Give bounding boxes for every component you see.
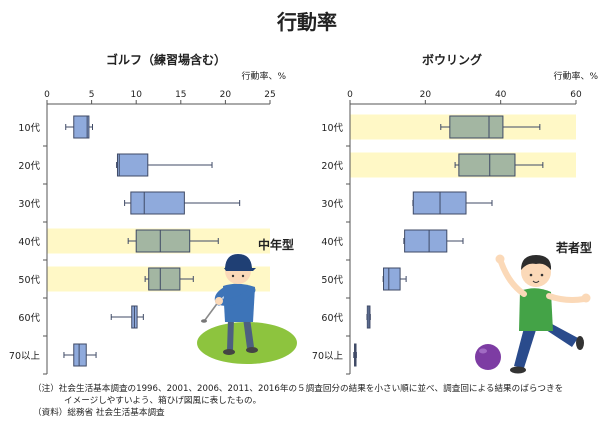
bowling-type-label: 若者型 — [555, 240, 592, 255]
golf-row-label-1: 10代 — [18, 123, 40, 134]
golfer-right-arm — [218, 286, 256, 306]
golf-panel-title: ゴルフ（練習場含む） — [106, 52, 226, 67]
bowler-raised-hand — [495, 254, 505, 264]
bowling-x-tick-label-1: 0 — [347, 90, 353, 100]
bowler-eye-right — [540, 273, 544, 277]
golfer-eye-left — [231, 274, 235, 278]
bowling-unit-label: 行動率、% — [553, 70, 598, 82]
bowling-box-row-1 — [449, 115, 504, 139]
golfer-hands — [215, 297, 223, 305]
bowler-front-shoe — [510, 366, 526, 374]
bowling-row-label-4: 40代 — [321, 237, 343, 248]
golf-row-label-3: 30代 — [18, 199, 40, 210]
bowling-ball — [475, 344, 501, 370]
bowler-extended-arm — [546, 293, 587, 303]
golfer-left-leg — [227, 318, 234, 350]
bowler-head — [521, 257, 551, 287]
golf-x-tick-label-1: 0 — [44, 90, 50, 100]
golf-x-tick-label-4: 15 — [175, 90, 186, 100]
bowling-row-label-5: 50代 — [321, 275, 343, 286]
golf-box-row-7 — [73, 343, 87, 367]
bowler-illustration — [495, 254, 591, 374]
bowling-row-label-1: 10代 — [321, 123, 343, 134]
golf-box-row-4 — [135, 229, 191, 253]
bowling-row-label-3: 30代 — [321, 199, 343, 210]
golf-row-label-2: 20代 — [18, 161, 40, 172]
bowler-mouth — [532, 280, 540, 283]
bowling-x-tick-label-2: 20 — [420, 90, 432, 100]
golf-box-row-3 — [130, 191, 185, 215]
bowling-ball-highlight — [479, 348, 487, 354]
source-line: （資料）総務省 社会生活基本調査 — [33, 406, 165, 418]
golf-row-label-5: 50代 — [18, 275, 40, 286]
golf-box-row-5 — [148, 267, 181, 291]
golf-x-tick-label-2: 5 — [89, 90, 95, 100]
golfer-eye-right — [241, 274, 245, 278]
bowler-shirt — [519, 288, 553, 331]
bowler-back-shoe — [576, 336, 584, 350]
bowling-x-tick-label-4: 60 — [570, 90, 582, 100]
golf-box-row-2 — [116, 153, 149, 177]
bowling-row-label-7: 70以上 — [312, 351, 344, 362]
golf-club-head — [201, 319, 207, 323]
bowler-extended-hand — [581, 293, 591, 303]
golfer-cap — [225, 254, 252, 268]
bowler-raised-arm — [498, 259, 527, 297]
bowling-box-row-2 — [458, 153, 516, 177]
bowling-box-row-4 — [404, 229, 448, 253]
golfer-illustration — [197, 254, 297, 364]
golfer-left-shoe — [223, 349, 235, 355]
golf-row-label-7: 70以上 — [9, 351, 41, 362]
bowling-x-tick-label-3: 40 — [495, 90, 507, 100]
bowler-eye-left — [529, 273, 533, 277]
golf-type-label: 中年型 — [258, 237, 294, 252]
bowling-panel-title: ボウリング — [422, 52, 482, 67]
golf-unit-label: 行動率、% — [241, 70, 286, 82]
golf-x-tick-label-5: 20 — [220, 90, 232, 100]
bowler-hair — [521, 255, 552, 270]
note-line-2: イメージしやすいよう、箱ひげ図風に表したもの。 — [64, 394, 261, 406]
golfer-right-leg — [243, 318, 254, 348]
chart-title: 行動率 — [276, 10, 337, 34]
golf-box-row-1 — [73, 115, 90, 139]
bowling-row-label-2: 20代 — [321, 161, 343, 172]
golfer-right-shoe — [246, 347, 258, 353]
bowling-panel: 0 20 40 60 10代 20代 30代 40代 50代 60代 70以上 — [312, 90, 582, 375]
golf-x-tick-label-6: 25 — [264, 90, 275, 100]
golf-row-label-6: 60代 — [18, 313, 40, 324]
note-line-1: （注）社会生活基本調査の1996、2001、2006、2011、2016年の５調… — [33, 382, 563, 394]
bowler-front-leg — [514, 328, 536, 368]
golfer-cap-brim — [224, 268, 256, 271]
golf-x-tick-label-3: 10 — [130, 90, 142, 100]
bowling-row-label-6: 60代 — [321, 313, 343, 324]
bowling-box-row-5 — [383, 267, 401, 291]
golf-row-label-4: 40代 — [18, 237, 40, 248]
